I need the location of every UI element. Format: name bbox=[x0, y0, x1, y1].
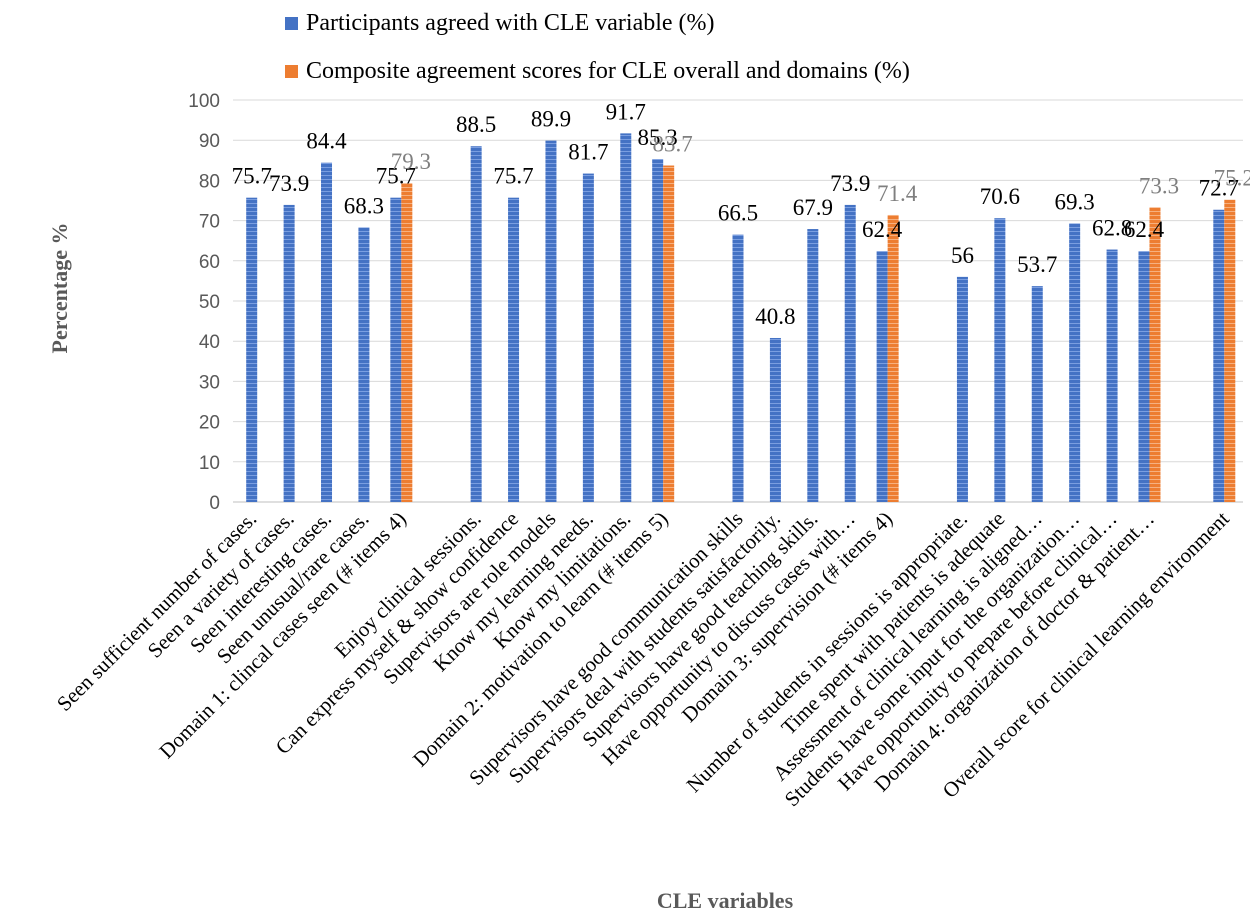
legend-label: Participants agreed with CLE variable (%… bbox=[306, 10, 715, 36]
data-label-participants: 70.6 bbox=[980, 184, 1020, 209]
y-tick-label: 90 bbox=[199, 131, 220, 152]
data-label-participants: 72.7 bbox=[1199, 176, 1239, 201]
data-label-participants: 62.8 bbox=[1092, 216, 1132, 241]
bar-participants bbox=[246, 197, 258, 502]
bar-participants bbox=[807, 229, 819, 503]
bar-participants bbox=[844, 204, 856, 502]
data-label-participants: 66.5 bbox=[718, 201, 758, 226]
y-tick-label: 20 bbox=[199, 413, 220, 434]
bars bbox=[246, 133, 1236, 503]
data-label-participants: 84.4 bbox=[306, 129, 347, 154]
y-tick-label: 100 bbox=[188, 91, 220, 112]
bar-participants bbox=[358, 227, 370, 502]
y-tick-label: 10 bbox=[199, 453, 220, 474]
bar-composite bbox=[401, 183, 413, 503]
bar-participants bbox=[390, 197, 402, 502]
bar-participants bbox=[1069, 223, 1081, 502]
y-axis-label: Percentage % bbox=[47, 222, 72, 354]
y-tick-label: 60 bbox=[199, 252, 220, 273]
y-tick-label: 70 bbox=[199, 212, 220, 233]
data-label-participants: 40.8 bbox=[755, 304, 795, 329]
data-label-participants: 69.3 bbox=[1055, 189, 1095, 214]
legend-label: Composite agreement scores for CLE overa… bbox=[306, 58, 910, 84]
data-label-participants: 88.5 bbox=[456, 112, 496, 137]
bar-participants bbox=[321, 162, 333, 502]
data-label-participants: 75.7 bbox=[232, 164, 272, 189]
data-label-composite: 83.7 bbox=[653, 132, 693, 157]
bar-participants bbox=[283, 204, 295, 502]
bar-participants bbox=[1031, 286, 1043, 502]
bar-participants bbox=[620, 133, 632, 502]
bar-composite bbox=[1149, 207, 1161, 503]
data-label-participants: 68.3 bbox=[344, 193, 384, 218]
x-axis-ticks: Seen sufficient number of cases.Seen a v… bbox=[52, 506, 1234, 811]
y-tick-label: 30 bbox=[199, 372, 220, 393]
bar-participants bbox=[1138, 251, 1150, 502]
bar-participants bbox=[508, 197, 520, 502]
data-label-participants: 62.4 bbox=[1124, 217, 1165, 242]
data-label-participants: 73.9 bbox=[830, 171, 870, 196]
legend-swatch-orange bbox=[285, 65, 298, 78]
data-label-participants: 56 bbox=[951, 243, 974, 268]
y-tick-label: 50 bbox=[199, 292, 220, 313]
data-label-participants: 85.3 bbox=[638, 125, 678, 150]
bar-participants bbox=[876, 251, 888, 502]
data-label-participants: 89.9 bbox=[531, 107, 571, 132]
bar-composite bbox=[1224, 199, 1236, 503]
bar-participants bbox=[582, 173, 594, 503]
bar-participants bbox=[769, 337, 781, 502]
legend-swatch-blue bbox=[285, 17, 298, 30]
data-label-composite: 79.3 bbox=[391, 149, 431, 174]
y-axis-ticks: 0 10 20 30 40 50 60 70 80 90 100 bbox=[188, 91, 220, 514]
data-label-composite: 75.2 bbox=[1214, 166, 1250, 191]
data-label-composite: 73.3 bbox=[1139, 173, 1179, 198]
bar-composite bbox=[887, 214, 899, 503]
data-label-participants: 67.9 bbox=[793, 195, 833, 220]
x-axis-label: CLE variables bbox=[656, 888, 794, 913]
data-label-participants: 91.7 bbox=[606, 99, 646, 124]
y-tick-label: 0 bbox=[209, 493, 220, 514]
data-label-composite: 71.4 bbox=[877, 181, 918, 206]
bar-participants bbox=[1106, 249, 1118, 502]
data-label-participants: 62.4 bbox=[862, 217, 903, 242]
data-label-participants: 75.7 bbox=[376, 164, 416, 189]
bar-participants bbox=[1213, 209, 1225, 502]
bar-participants bbox=[470, 146, 482, 503]
bar-participants bbox=[994, 218, 1006, 503]
bar-composite bbox=[663, 165, 675, 502]
bar-participants bbox=[956, 276, 968, 502]
data-label-participants: 53.7 bbox=[1017, 252, 1057, 277]
data-label-participants: 75.7 bbox=[493, 164, 533, 189]
data-labels: 75.773.984.468.375.779.388.575.789.981.7… bbox=[232, 99, 1250, 329]
y-tick-label: 80 bbox=[199, 171, 220, 192]
y-tick-label: 40 bbox=[199, 332, 220, 353]
data-label-participants: 73.9 bbox=[269, 171, 309, 196]
bar-participants bbox=[652, 159, 664, 502]
legend-item-composite: Composite agreement scores for CLE overa… bbox=[285, 58, 910, 85]
legend-item-participants: Participants agreed with CLE variable (%… bbox=[285, 10, 715, 37]
bar-participants bbox=[545, 140, 557, 503]
bar-participants bbox=[732, 234, 744, 503]
data-label-participants: 81.7 bbox=[568, 140, 608, 165]
